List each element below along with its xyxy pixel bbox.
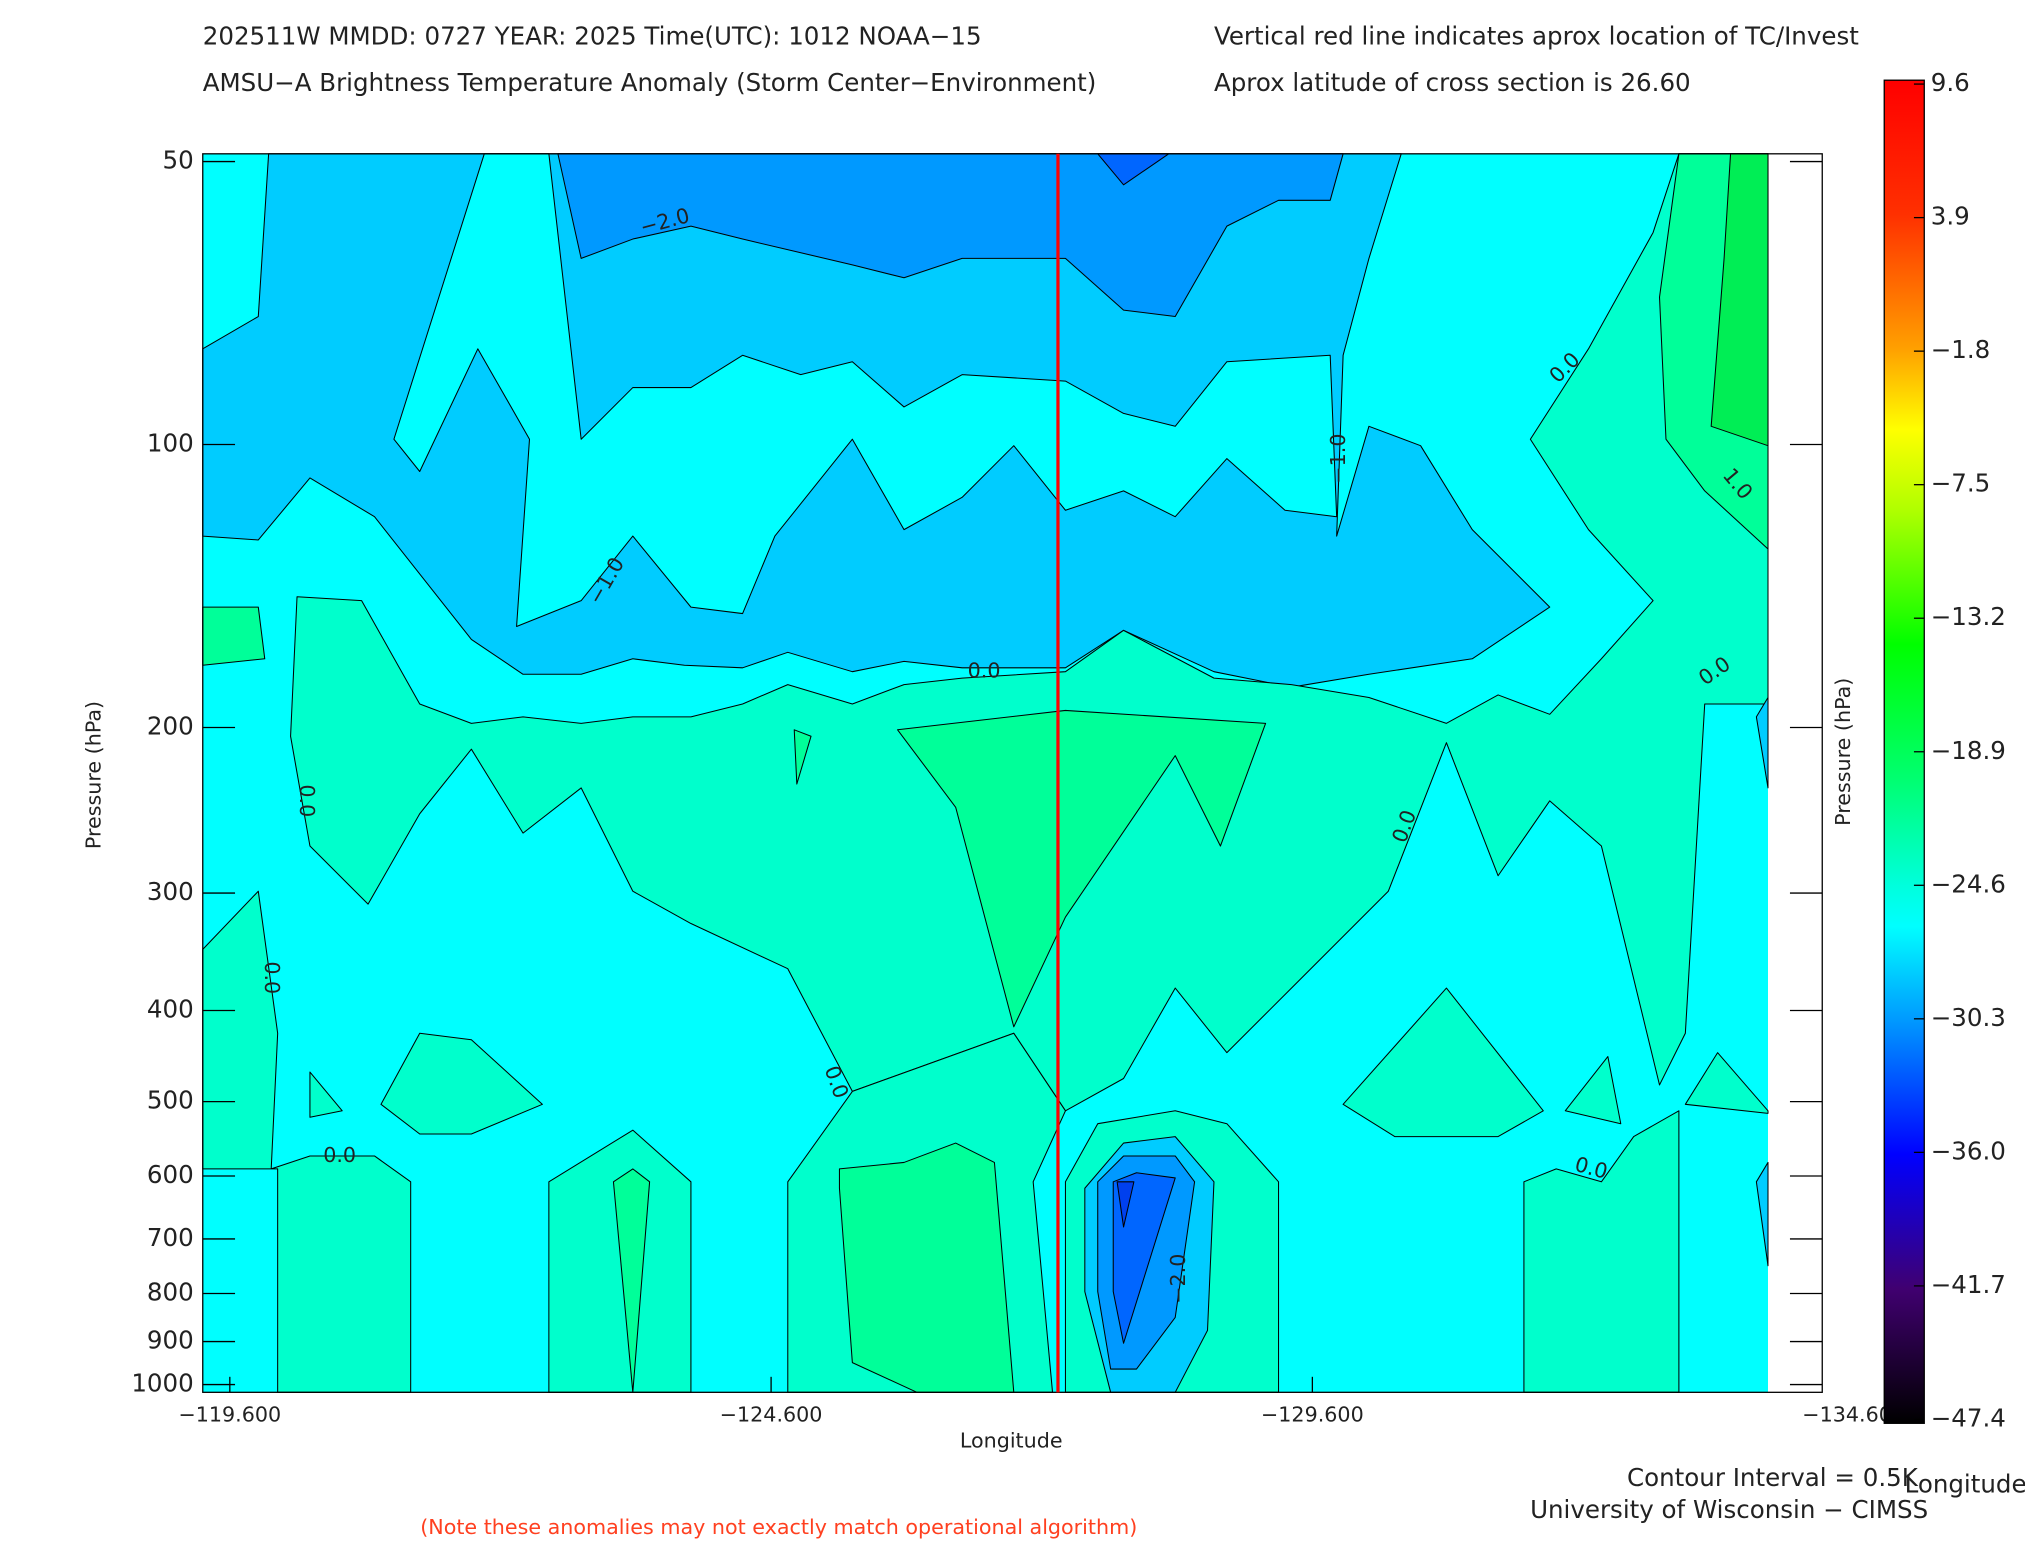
contour-region bbox=[612, 1168, 651, 1393]
note: (Note these anomalies may not exactly ma… bbox=[420, 1515, 1137, 1539]
colorbar-tick-label: −47.4 bbox=[1931, 1403, 2006, 1432]
y-tick-label: 50 bbox=[163, 146, 194, 175]
plot-frame bbox=[202, 153, 1823, 1393]
credit: University of Wisconsin − CIMSS bbox=[1530, 1495, 1928, 1524]
y-tick-label: 400 bbox=[147, 994, 194, 1023]
y-tick-label: 100 bbox=[147, 429, 194, 458]
colorbar-tick-label: −18.9 bbox=[1931, 736, 2006, 765]
contour-label: 0.0 bbox=[968, 659, 1001, 683]
colorbar-tick-label: −41.7 bbox=[1931, 1270, 2006, 1299]
colorbar-tick-label: 3.9 bbox=[1931, 202, 1970, 231]
colorbar-tick-label: −30.3 bbox=[1931, 1003, 2006, 1032]
x-tick-label: −124.600 bbox=[720, 1403, 823, 1427]
x-axis-label: Longitude bbox=[960, 1428, 1063, 1452]
x-tick-label: −129.600 bbox=[1261, 1403, 1364, 1427]
contour-region bbox=[202, 890, 412, 1393]
y2-axis-label: Pressure (hPa) bbox=[1831, 678, 1855, 826]
colorbar-tick-label: −36.0 bbox=[1931, 1136, 2006, 1165]
colorbar-label: Longitude bbox=[1905, 1469, 2025, 1498]
colorbar-tick-label: 9.6 bbox=[1931, 68, 1970, 97]
y-tick-label: 200 bbox=[147, 712, 194, 741]
contour-label: 0.0 bbox=[323, 1143, 356, 1167]
contour-region bbox=[1112, 1172, 1176, 1344]
contour-region bbox=[380, 1032, 543, 1135]
contour-region bbox=[1684, 1052, 1769, 1114]
contour-label: −2.0 bbox=[1166, 1254, 1190, 1304]
contour-region bbox=[1116, 1181, 1135, 1228]
annotation: Vertical red line indicates aprox locati… bbox=[1214, 22, 1859, 51]
contour-interval: Contour Interval = 0.5K bbox=[1627, 1463, 1919, 1492]
y-axis-label: Pressure (hPa) bbox=[81, 701, 105, 849]
contour-label: 0.0 bbox=[295, 784, 319, 817]
contour-region bbox=[793, 729, 812, 785]
subtitle: AMSU−A Brightness Temperature Anomaly (S… bbox=[203, 68, 1097, 97]
annotation: Aprox latitude of cross section is 26.60 bbox=[1214, 68, 1691, 97]
contour-region bbox=[557, 153, 1344, 318]
contour-region bbox=[838, 1142, 1015, 1393]
contour-region bbox=[897, 709, 1267, 1028]
x-tick-label: −119.600 bbox=[178, 1403, 281, 1427]
plot-area bbox=[202, 153, 1823, 1393]
colorbar-tick-label: −7.5 bbox=[1931, 469, 1991, 498]
y-tick-label: 700 bbox=[147, 1223, 194, 1252]
contour-region bbox=[1755, 1161, 1769, 1267]
contour-region bbox=[309, 1071, 343, 1118]
contour-region bbox=[1755, 696, 1769, 789]
y-tick-label: 1000 bbox=[131, 1369, 193, 1398]
contour-region bbox=[393, 153, 1338, 627]
y-tick-label: 500 bbox=[147, 1086, 194, 1115]
contour-label: 0.0 bbox=[260, 961, 284, 994]
colorbar-tick-label: −1.8 bbox=[1931, 335, 1991, 364]
contour-region bbox=[1342, 987, 1544, 1138]
contour-region bbox=[1564, 1056, 1622, 1125]
contour-label: −1.0 bbox=[1326, 434, 1350, 484]
contour-region bbox=[548, 1129, 692, 1393]
title: 202511W MMDD: 0727 YEAR: 2025 Time(UTC):… bbox=[203, 22, 982, 51]
y-tick-label: 800 bbox=[147, 1277, 194, 1306]
colorbar-tick-label: −13.2 bbox=[1931, 602, 2006, 631]
contour-region bbox=[202, 606, 266, 666]
colorbar-tick-label: −24.6 bbox=[1931, 869, 2006, 898]
y-tick-label: 900 bbox=[147, 1326, 194, 1355]
y-tick-label: 600 bbox=[147, 1160, 194, 1189]
y-tick-label: 300 bbox=[147, 877, 194, 906]
